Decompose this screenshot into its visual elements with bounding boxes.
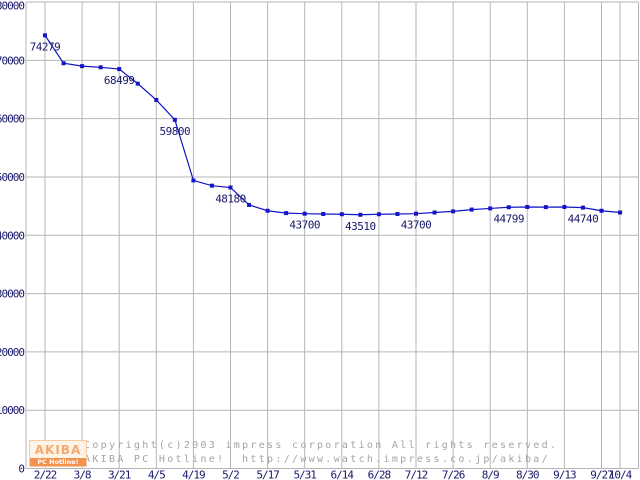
data-point-marker <box>358 212 363 217</box>
x-axis-tick-label: 2/22 <box>34 469 57 480</box>
price-annotation: 44799 <box>493 212 524 225</box>
data-point-marker <box>395 211 400 216</box>
x-axis-tick-label: 3/8 <box>74 469 91 480</box>
x-axis-tick-label: 3/21 <box>108 469 131 480</box>
y-axis-tick-label: 40000 <box>0 229 24 242</box>
data-point-marker <box>321 211 326 216</box>
x-axis-tick-label: 5/2 <box>222 469 239 480</box>
data-point-marker <box>488 206 493 211</box>
akiba-pc-hotline-logo: AKIBA PC Hotline! <box>29 440 87 467</box>
data-point-marker <box>135 81 140 86</box>
data-point-marker <box>562 204 567 209</box>
price-annotation: 43510 <box>345 220 376 233</box>
x-axis-tick-label: 8/9 <box>482 469 499 480</box>
copyright-line-1: Copyright(c)2003 impress corporation All… <box>84 440 559 451</box>
x-axis-tick-label: 5/31 <box>293 469 316 480</box>
x-axis-tick-label: 9/13 <box>553 469 576 480</box>
data-point-marker <box>61 61 66 66</box>
data-point-marker <box>117 67 122 72</box>
y-axis-tick-label: 60000 <box>0 113 24 126</box>
data-point-marker <box>43 33 47 38</box>
x-axis-tick-label: 7/26 <box>442 469 465 480</box>
x-axis-tick-label: 6/28 <box>368 469 391 480</box>
data-point-marker <box>154 97 159 102</box>
data-point-marker <box>580 205 585 210</box>
data-point-marker <box>284 211 289 216</box>
x-axis-tick-label: 6/14 <box>331 469 355 480</box>
y-axis-tick-label: 50000 <box>0 171 24 184</box>
y-axis-tick-label: 20000 <box>0 346 24 359</box>
data-point-marker <box>432 210 437 215</box>
data-point-marker <box>451 209 456 214</box>
x-axis-tick-label: 7/12 <box>405 469 428 480</box>
copyright-line-2: AKIBA PC Hotline! http://www.watch.impre… <box>84 454 550 465</box>
data-point-marker <box>339 212 344 217</box>
data-point-marker <box>98 65 103 70</box>
price-annotation: 44740 <box>568 213 599 226</box>
data-point-marker <box>414 211 418 216</box>
data-point-marker <box>302 211 307 216</box>
y-axis-tick-label: 80000 <box>0 0 24 13</box>
x-axis-tick-label: 9/27 <box>590 469 613 480</box>
data-point-marker <box>599 208 604 213</box>
y-axis-tick-label: 70000 <box>0 54 24 67</box>
price-annotation: 68499 <box>104 74 135 87</box>
data-point-marker <box>209 183 214 188</box>
data-point-marker <box>247 202 252 207</box>
y-axis-tick-label: 30000 <box>0 288 24 301</box>
data-point-marker <box>543 205 548 210</box>
x-axis-tick-label: 5/17 <box>256 469 279 480</box>
data-point-marker <box>80 64 85 69</box>
data-point-marker <box>228 185 233 190</box>
price-annotation: 43700 <box>289 219 320 232</box>
logo-pc-hotline-text: PC Hotline! <box>30 458 86 466</box>
data-point-marker <box>265 208 270 213</box>
data-point-marker <box>469 207 474 212</box>
price-line <box>44 35 621 216</box>
data-point-marker <box>618 210 623 215</box>
price-annotation: 48180 <box>215 193 246 206</box>
price-annotation: 74279 <box>30 40 61 53</box>
data-point-marker <box>506 205 511 210</box>
logo-akiba-text: AKIBA <box>34 442 82 457</box>
y-axis-tick-label: 0 <box>18 463 24 476</box>
data-point-marker <box>376 212 381 217</box>
price-annotation: 59800 <box>160 125 191 138</box>
y-axis-tick-label: 10000 <box>0 404 24 417</box>
x-axis-tick-label: 8/30 <box>516 469 539 480</box>
data-point-marker <box>191 178 196 183</box>
price-annotation: 43700 <box>401 219 432 232</box>
x-axis-tick-label: 4/19 <box>182 469 205 480</box>
data-point-marker <box>525 204 530 209</box>
x-axis-tick-label: 4/5 <box>148 469 165 480</box>
data-point-marker <box>172 117 177 122</box>
x-axis-tick-label: 10/4 <box>609 469 633 480</box>
